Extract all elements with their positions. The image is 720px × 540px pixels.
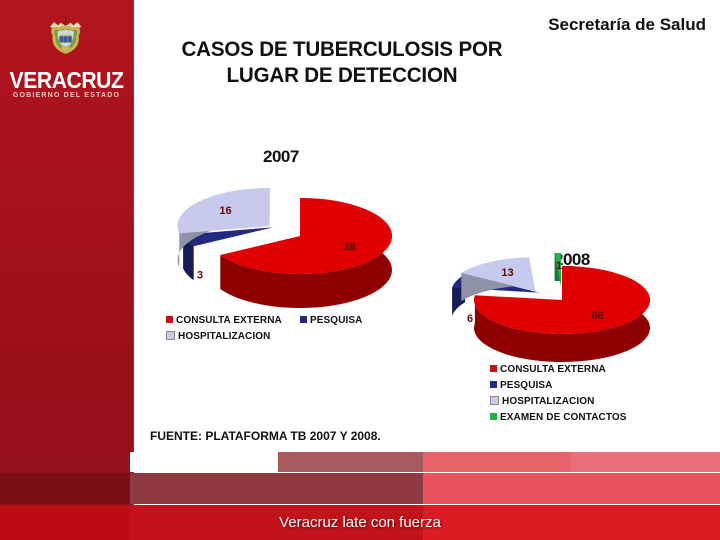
svg-text:13: 13 [501, 267, 513, 279]
svg-text:68: 68 [592, 310, 604, 322]
svg-text:6: 6 [467, 313, 473, 325]
svg-text:1: 1 [556, 260, 562, 272]
